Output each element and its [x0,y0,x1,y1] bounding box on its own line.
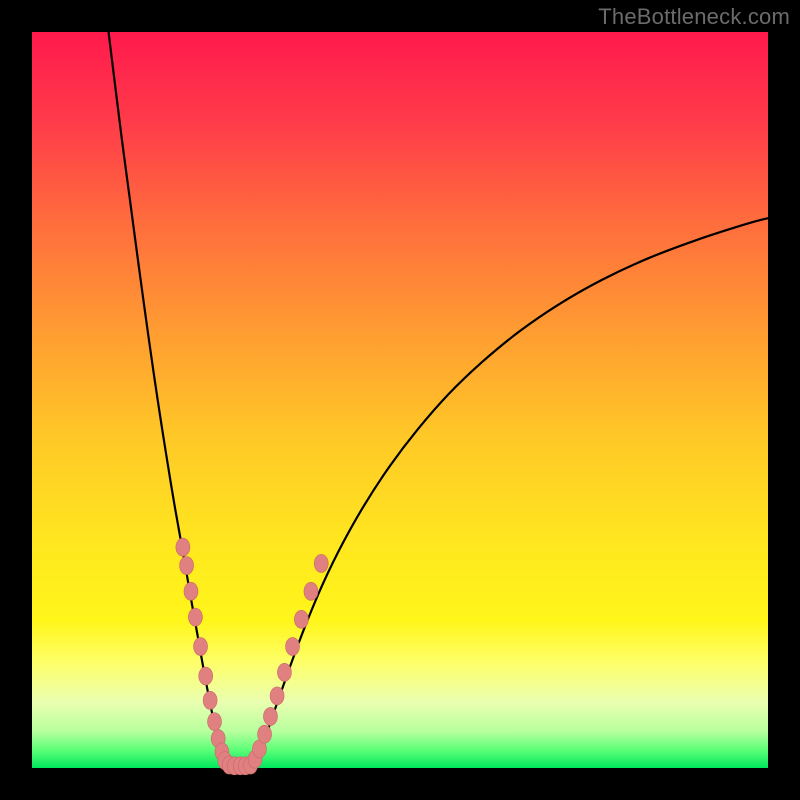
data-marker [263,707,277,725]
bottleneck-chart [0,0,800,800]
data-marker [258,725,272,743]
data-marker [277,663,291,681]
data-marker [314,554,328,572]
data-marker [199,667,213,685]
data-marker [270,687,284,705]
data-marker [203,691,217,709]
watermark-text: TheBottleneck.com [598,4,790,30]
data-marker [208,713,222,731]
chart-container: TheBottleneck.com [0,0,800,800]
plot-background [32,32,768,768]
data-marker [176,538,190,556]
data-marker [180,557,194,575]
data-marker [294,610,308,628]
data-marker [286,638,300,656]
data-marker [194,638,208,656]
data-marker [184,582,198,600]
data-marker [188,608,202,626]
data-marker [304,582,318,600]
